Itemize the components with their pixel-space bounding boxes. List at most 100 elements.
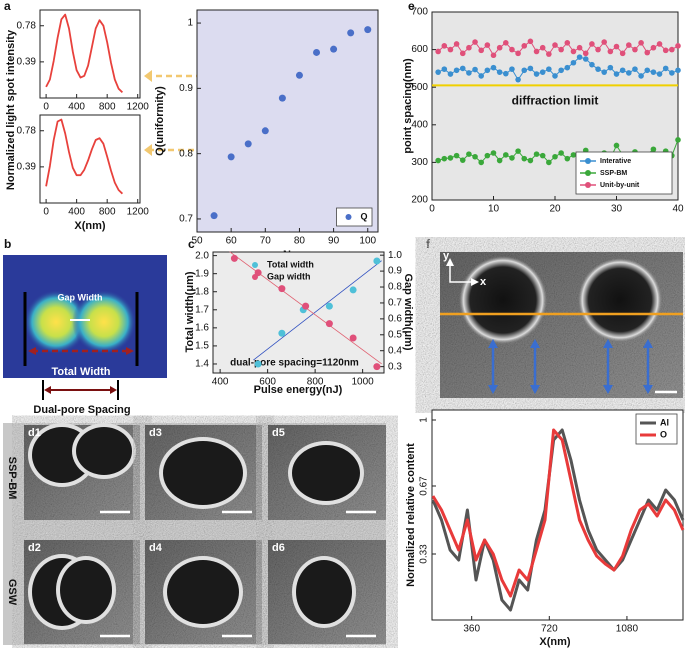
x-tick-label: 10	[488, 204, 500, 215]
x-tick-label: 400	[212, 377, 229, 388]
x-tick-label: 0	[429, 204, 435, 215]
x-tick-label: 0	[43, 102, 49, 113]
y2-tick-label: 0.3	[388, 361, 402, 372]
point	[227, 153, 235, 161]
marker	[564, 155, 571, 162]
tile-label: d3	[149, 427, 162, 439]
legend-label: O	[660, 429, 667, 439]
x-tick-label: 1200	[127, 207, 150, 218]
legend-label: Q	[361, 211, 368, 221]
marker	[453, 41, 460, 47]
marker	[595, 46, 601, 53]
marker	[601, 69, 607, 75]
y-tick-label: 0.39	[17, 57, 37, 68]
x-tick-label: 70	[260, 236, 272, 247]
x-tick-label: 360	[463, 624, 480, 635]
legend-label: Unit-by-unit	[600, 182, 640, 189]
x-tick-label: 40	[672, 204, 684, 215]
legend-label: Total width	[267, 259, 314, 269]
point	[210, 212, 218, 220]
legend-frame	[635, 413, 678, 445]
x-tick-label: 1200	[127, 102, 150, 113]
marker	[552, 42, 558, 48]
marker	[558, 150, 564, 156]
y-tick-label: 400	[411, 119, 428, 130]
marker	[466, 151, 472, 157]
plot-area	[196, 9, 379, 233]
marker	[576, 44, 583, 51]
marker	[459, 157, 466, 163]
panel-label: c	[188, 237, 195, 251]
legend-label: Interative	[600, 158, 631, 165]
marker	[515, 148, 521, 154]
pore	[76, 427, 132, 475]
marker	[466, 70, 472, 76]
marker	[441, 155, 448, 162]
marker	[472, 153, 478, 160]
series-line	[431, 428, 685, 598]
marker	[669, 46, 675, 53]
marker	[564, 40, 571, 46]
panel-label: b	[4, 237, 11, 251]
pore	[60, 560, 112, 620]
y2-tick-label: 0.9	[388, 266, 402, 277]
marker	[539, 44, 546, 51]
marker	[613, 71, 620, 77]
marker	[638, 73, 644, 79]
y-tick-label: 0.78	[17, 20, 37, 31]
tile-label: d5	[272, 427, 285, 439]
y-tick-label: 0.67	[419, 476, 430, 496]
tile-label: d1	[28, 427, 41, 439]
point	[349, 286, 357, 294]
point	[330, 45, 338, 53]
marker	[496, 44, 503, 51]
marker	[466, 44, 472, 51]
tile-label: d6	[272, 542, 285, 554]
legend-swatch	[585, 170, 591, 176]
x-tick-label: 1080	[616, 624, 639, 635]
marker	[675, 43, 681, 49]
marker	[675, 137, 681, 143]
row-label: GSW	[6, 579, 18, 606]
x-tick-label: 800	[307, 377, 324, 388]
y2-tick-label: 0.6	[388, 314, 402, 325]
marker	[490, 64, 497, 71]
x-axis-label: X(nm)	[74, 220, 106, 232]
y-tick-label: 1.9	[195, 268, 209, 279]
sem-image	[440, 252, 683, 398]
marker	[521, 155, 528, 162]
reference-label: diffraction limit	[512, 93, 599, 107]
x-tick-label: 600	[259, 377, 276, 388]
marker	[613, 142, 620, 149]
marker	[552, 73, 558, 79]
x-tick-label: 30	[611, 204, 623, 215]
marker	[570, 48, 577, 55]
marker	[570, 152, 577, 158]
marker	[626, 70, 632, 76]
marker	[607, 64, 614, 71]
marker	[570, 59, 577, 66]
marker	[626, 42, 632, 48]
marker	[650, 44, 657, 51]
marker	[650, 146, 657, 153]
legend-label: Al	[660, 417, 669, 427]
marker	[509, 66, 515, 72]
point	[278, 285, 286, 293]
marker	[478, 73, 485, 79]
marker	[533, 71, 540, 77]
y-tick-label: 200	[411, 195, 428, 206]
marker	[644, 49, 651, 56]
pore	[167, 560, 239, 624]
marker	[435, 157, 441, 164]
marker	[539, 69, 546, 75]
y-tick-label: 0.39	[17, 162, 37, 173]
legend-swatch	[585, 158, 591, 164]
marker	[638, 40, 644, 46]
point	[278, 94, 286, 102]
marker	[472, 39, 478, 45]
marker	[503, 40, 509, 46]
tile-label: d2	[28, 542, 41, 554]
marker	[656, 41, 663, 47]
y2-axis-label: Gap width(μm)	[402, 274, 414, 351]
